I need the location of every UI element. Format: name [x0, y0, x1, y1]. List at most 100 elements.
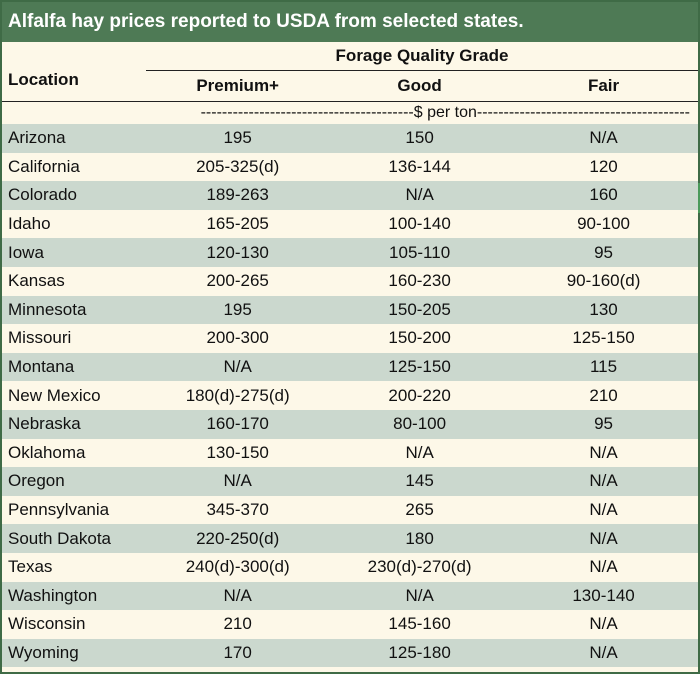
cell-fair: N/A [589, 528, 618, 548]
cell-fair: N/A [589, 614, 618, 634]
cell-good: 145-160 [388, 614, 451, 634]
cell-premium: 195 [223, 299, 252, 319]
table-row: Oregon N/A 145 N/A [2, 467, 698, 496]
cell-fair: 130-140 [572, 585, 635, 605]
cell-premium: N/A [223, 471, 252, 491]
cell-premium: 189-263 [206, 185, 269, 205]
cell-premium: 165-205 [206, 214, 269, 234]
table-row: Wisconsin 210 145-160 N/A [2, 610, 698, 639]
cell-good: 180 [405, 528, 434, 548]
column-header-good: Good [397, 76, 442, 95]
table-row: Oklahoma 130-150 N/A N/A [2, 438, 698, 468]
cell-fair: 90-160(d) [566, 271, 641, 291]
cell-fair: 130 [589, 299, 618, 319]
cell-location: Iowa [8, 242, 44, 262]
cell-premium: 195 [223, 128, 252, 148]
cell-good: N/A [405, 185, 434, 205]
cell-location: Montana [8, 357, 75, 377]
cell-premium: 200-265 [206, 271, 269, 291]
cell-fair: N/A [589, 642, 618, 662]
cell-good: 145 [405, 471, 434, 491]
cell-fair: N/A [589, 442, 618, 462]
edge-marker [698, 183, 700, 213]
cell-good: 150 [405, 128, 434, 148]
cell-location: Pennsylvania [8, 500, 110, 520]
cell-fair: N/A [589, 500, 618, 520]
column-header-premium: Premium+ [196, 76, 279, 95]
cell-fair: N/A [589, 471, 618, 491]
cell-premium: N/A [223, 585, 252, 605]
cell-premium: 345-370 [206, 500, 269, 520]
cell-good: 136-144 [388, 156, 451, 176]
cell-good: 80-100 [393, 414, 447, 434]
cell-location: California [8, 156, 80, 176]
cell-premium: 180(d)-275(d) [185, 385, 290, 405]
cell-good: 265 [405, 500, 434, 520]
cell-premium: 120-130 [206, 242, 269, 262]
cell-location: Nebraska [8, 414, 81, 434]
cell-premium: 210 [223, 614, 252, 634]
cell-location: South Dakota [8, 528, 112, 548]
table-row: Arizona 195 150 N/A [2, 124, 698, 153]
cell-location: Arizona [8, 128, 66, 148]
cell-location: Kansas [8, 271, 65, 291]
cell-good: 150-205 [388, 299, 451, 319]
table-row: California 205-325(d) 136-144 120 [2, 152, 698, 182]
cell-location: Wisconsin [8, 614, 86, 634]
column-header-fair: Fair [587, 76, 620, 95]
table-body: Arizona 195 150 N/A California 205-325(d) 136-… [2, 124, 698, 668]
cell-good: N/A [405, 585, 434, 605]
table-row: Nebraska 160-170 80-100 95 [2, 409, 698, 439]
cell-good: 200-220 [388, 385, 451, 405]
table-row: Missouri 200-300 150-200 125-150 [2, 324, 698, 353]
table-row: New Mexico 180(d)-275(d) 200-220 210 [2, 381, 698, 410]
table-row: Wyoming 170 125-180 N/A [2, 638, 698, 668]
table-row: Minnesota 195 150-205 130 [2, 295, 698, 325]
cell-fair: 120 [589, 156, 618, 176]
cell-location: Idaho [8, 214, 51, 234]
units-label: ----------------------------------------… [2, 101, 698, 124]
cell-good: 105-110 [389, 242, 451, 262]
cell-premium: 160-170 [206, 414, 269, 434]
cell-premium: 170 [223, 642, 252, 662]
cell-location: Texas [8, 557, 53, 577]
column-header-row: Location Premium+ Good Fair [2, 70, 698, 101]
cell-good: N/A [405, 442, 434, 462]
cell-good: 160-230 [388, 271, 451, 291]
cell-fair: 95 [594, 414, 613, 434]
cell-fair: 125-150 [572, 328, 635, 348]
group-header: Forage Quality Grade [146, 42, 698, 71]
cell-location: Oklahoma [8, 442, 86, 462]
table-row: Iowa 120-130 105-110 95 [2, 238, 698, 267]
cell-fair: 210 [589, 385, 618, 405]
cell-premium: 205-325(d) [196, 156, 280, 176]
table-row: Washington N/A N/A 130-140 [2, 581, 698, 611]
cell-location: Wyoming [8, 642, 79, 662]
table-row: Texas 240(d)-300(d) 230(d)-270(d) N/A [2, 552, 698, 582]
cell-good: 150-200 [388, 328, 451, 348]
table-row: Montana N/A 125-150 115 [2, 352, 698, 382]
cell-premium: 240(d)-300(d) [185, 557, 290, 577]
cell-good: 125-150 [388, 357, 451, 377]
cell-location: Minnesota [8, 299, 87, 319]
table-row: South Dakota 220-250(d) 180 N/A [2, 524, 698, 553]
cell-fair: 90-100 [577, 214, 631, 234]
table-title: Alfalfa hay prices reported to USDA from… [2, 2, 698, 42]
cell-fair: N/A [589, 557, 618, 577]
cell-location: Colorado [8, 185, 77, 205]
cell-premium: 220-250(d) [196, 528, 280, 548]
cell-good: 125-180 [388, 642, 451, 662]
cell-fair: 95 [594, 242, 613, 262]
cell-good: 230(d)-270(d) [367, 557, 472, 577]
column-header-location: Location [8, 70, 79, 89]
group-header-row: Forage Quality Grade [2, 42, 698, 71]
cell-fair: N/A [589, 128, 618, 148]
table-row: Kansas 200-265 160-230 90-160(d) [2, 266, 698, 296]
cell-good: 100-140 [388, 214, 451, 234]
cell-location: Oregon [8, 471, 65, 491]
cell-location: Washington [8, 585, 98, 605]
cell-location: New Mexico [8, 385, 101, 405]
table-row: Idaho 165-205 100-140 90-100 [2, 209, 698, 239]
cell-fair: 115 [589, 357, 618, 377]
